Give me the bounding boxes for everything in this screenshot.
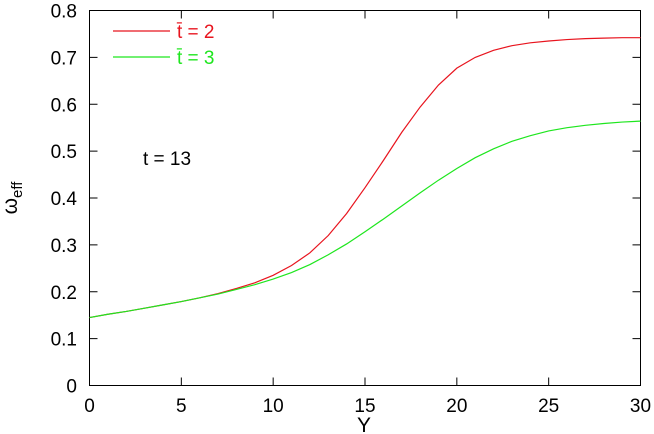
legend-label-series-2: t̄ = 3 xyxy=(176,48,214,69)
x-tick-label: 10 xyxy=(263,396,284,417)
x-tick-label: 30 xyxy=(630,396,651,417)
y-tick-label: 0 xyxy=(66,377,77,398)
x-axis: 0 5 10 15 20 25 30 xyxy=(84,10,651,417)
y-tick-label: 0.5 xyxy=(51,142,77,163)
x-tick-label: 5 xyxy=(176,396,187,417)
y-tick-label: 0.8 xyxy=(51,2,77,23)
y-axis: 0 0.1 0.2 0.3 0.4 0.5 0.6 0.7 0.8 xyxy=(51,2,641,398)
series-layer xyxy=(89,37,641,319)
y-tick-label: 0.2 xyxy=(51,283,77,304)
y-tick-label: 0.7 xyxy=(51,48,77,69)
series-line-1 xyxy=(89,37,641,319)
x-tick-label: 25 xyxy=(538,396,559,417)
y-tick-label: 0.6 xyxy=(51,95,77,116)
y-axis-label-main: ω xyxy=(0,198,22,214)
series-line-2 xyxy=(89,120,641,319)
legend: t̄ = 2 t̄ = 3 xyxy=(113,22,215,69)
x-axis-label: Y xyxy=(357,414,371,434)
legend-label-series-1: t̄ = 2 xyxy=(176,22,214,43)
y-axis-label: ωeff xyxy=(0,181,26,215)
y-tick-label: 0.1 xyxy=(51,330,77,351)
plot-frame xyxy=(89,10,641,386)
chart-annotation: t = 13 xyxy=(143,149,191,170)
y-axis-label-subscript: eff xyxy=(9,181,26,198)
y-tick-label: 0.4 xyxy=(51,189,78,210)
x-tick-label: 0 xyxy=(84,396,95,417)
y-tick-label: 0.3 xyxy=(51,236,77,257)
x-tick-label: 15 xyxy=(354,396,375,417)
x-tick-label: 20 xyxy=(446,396,467,417)
